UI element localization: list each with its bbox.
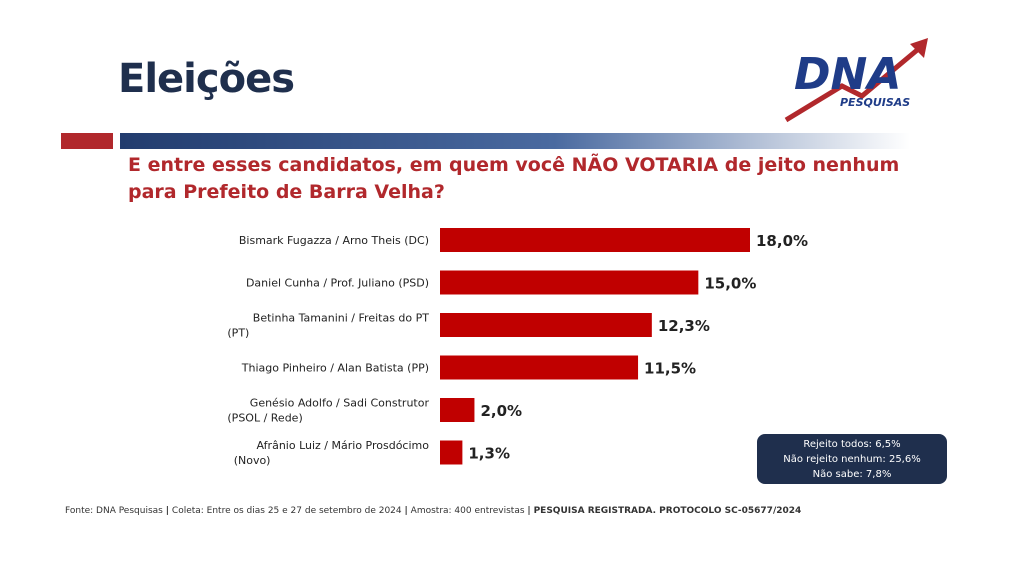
note-line-reject-none: Não rejeito nenhum: 25,6% [783,454,921,465]
category-label-5-line-1: (Novo) [234,454,271,467]
bar-3 [440,355,639,380]
bar-value-label-2: 12,3% [658,317,710,335]
bar-value-label-3: 11,5% [644,360,696,378]
bar-value-label-4: 2,0% [480,402,522,420]
category-label-5-line-0: Afrânio Luiz / Mário Prosdócimo [257,439,430,452]
header-rule-red [61,133,113,149]
rejection-bar-chart: 18,0% Bismark Fugazza / Arno Theis (DC) 15… [227,228,808,467]
bar-5 [440,440,463,465]
bar-2 [440,313,652,337]
page-title: Eleições [118,56,295,102]
logo-arrow-line [784,44,924,123]
bar-4 [440,398,475,422]
footer-registration: PESQUISA REGISTRADA. PROTOCOLO SC-05677/… [533,506,802,516]
bar-0 [440,228,750,252]
bar-value-label-1: 15,0% [704,275,756,293]
bar-1 [440,270,699,295]
footer-separator: | [165,506,170,516]
category-label-2-line-0: Betinha Tamanini / Freitas do PT [253,312,429,325]
note-line-dont-know: Não sabe: 7,8% [812,469,892,480]
dna-pesquisas-logo: DNA PESQUISAS [784,38,928,123]
logo-arrow-head [910,38,928,58]
bar-value-label-5: 1,3% [468,445,510,463]
category-label-4-line-0: Genésio Adolfo / Sadi Construtor [250,397,430,410]
category-label-4-line-1: (PSOL / Rede) [227,412,302,425]
footer-source: Fonte: DNA Pesquisas | Coleta: Entre os … [65,506,801,516]
footer-separator: | [527,506,531,516]
note-line-reject-all: Rejeito todos: 6,5% [803,439,901,450]
survey-question: E entre esses candidatos, em quem você N… [128,154,900,203]
summary-note-box: Rejeito todos: 6,5% Não rejeito nenhum: … [757,434,947,484]
bar-value-label-0: 18,0% [756,232,808,250]
category-label-3-line-0: Thiago Pinheiro / Alan Batista (PP) [241,362,429,375]
category-label-1-line-0: Daniel Cunha / Prof. Juliano (PSD) [246,277,429,290]
footer-collection: Coleta: Entre os dias 25 e 27 de setembr… [171,506,402,516]
footer-separator: | [404,506,408,516]
header-rule-gradient [120,133,910,149]
category-label-0-line-0: Bismark Fugazza / Arno Theis (DC) [239,234,429,247]
footer-source-name: Fonte: DNA Pesquisas [65,506,163,516]
logo-text: DNA [794,49,901,100]
logo-subtext: PESQUISAS [840,96,910,109]
footer-sample: Amostra: 400 entrevistas [410,506,525,516]
category-label-2-line-1: (PT) [227,327,249,340]
